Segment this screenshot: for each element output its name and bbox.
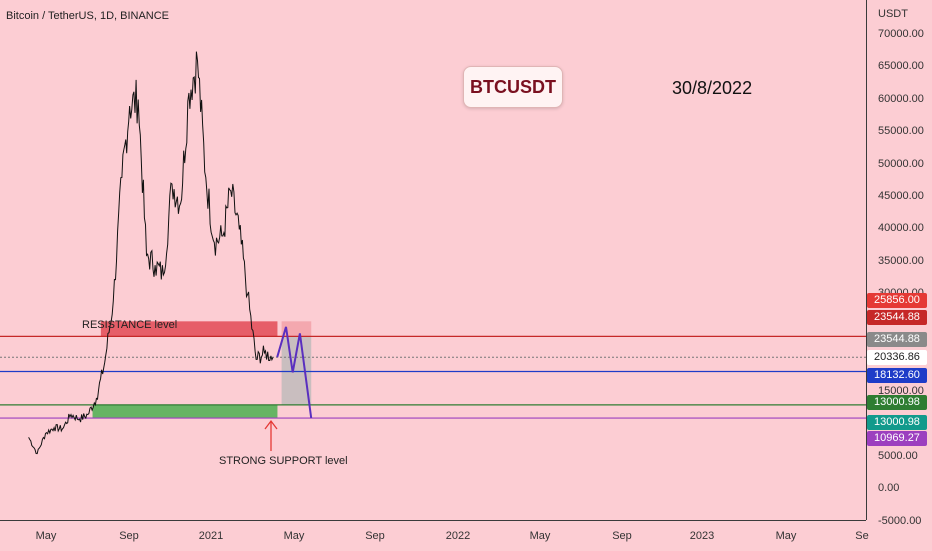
projection-path — [276, 326, 313, 419]
price-tick-label: 50000.00 — [878, 157, 924, 170]
date-label: 30/8/2022 — [672, 78, 753, 98]
time-tick-label: May — [775, 530, 797, 542]
price-tag: 13000.98 — [867, 415, 927, 430]
price-tick-label: 15000.00 — [878, 384, 924, 397]
resistance-zone — [100, 321, 278, 337]
time-tick-label: Sep — [365, 530, 385, 542]
price-tick-label: -5000.00 — [878, 514, 922, 527]
time-tick-label: Sep — [612, 530, 632, 542]
support-zone — [92, 404, 278, 419]
price-tick-label: 60000.00 — [878, 92, 924, 105]
time-tick-label: Se — [855, 530, 869, 542]
time-tick-label: 2022 — [445, 530, 471, 542]
time-tick-label: May — [35, 530, 57, 542]
time-tick-label: May — [529, 530, 551, 542]
price-tag: 25856.00 — [867, 293, 927, 308]
price-axis[interactable] — [866, 0, 932, 520]
price-tag: 13000.98 — [867, 395, 927, 410]
price-tag: 23544.88 — [867, 310, 927, 325]
resistance-label: RESISTANCE level — [82, 319, 178, 331]
price-tag: 18132.60 — [867, 368, 927, 383]
price-tick-label: 45000.00 — [878, 189, 924, 202]
projection-target-box — [281, 336, 312, 405]
support-label: STRONG SUPPORT level — [219, 455, 348, 467]
price-tick-label: 55000.00 — [878, 125, 924, 138]
price-tag: 10969.27 — [867, 431, 927, 446]
price-chart[interactable] — [0, 0, 866, 520]
price-tick-label: 40000.00 — [878, 222, 924, 235]
price-tick-label: 65000.00 — [878, 60, 924, 73]
price-unit: USDT — [878, 8, 908, 20]
price-tag: 20336.86 — [867, 350, 927, 365]
time-tick-label: 2023 — [689, 530, 715, 542]
price-series-line — [28, 51, 274, 455]
price-tick-label: 5000.00 — [878, 449, 918, 462]
projection-risk-box — [281, 321, 312, 337]
price-tick-label: 0.00 — [878, 482, 900, 495]
symbol-badge: BTCUSDT — [463, 66, 563, 108]
support-arrow-head — [264, 419, 278, 430]
time-axis[interactable] — [0, 520, 866, 551]
price-tag: 23544.88 — [867, 332, 927, 347]
time-tick-label: 2021 — [198, 530, 224, 542]
chart-area[interactable]: Bitcoin / TetherUS, 1D, BINANCE BTCUSDT … — [0, 0, 866, 520]
price-tick-label: 70000.00 — [878, 27, 924, 40]
symbol-title: Bitcoin / TetherUS, 1D, BINANCE — [6, 10, 170, 22]
time-tick-label: Sep — [119, 530, 139, 542]
time-tick-label: May — [283, 530, 305, 542]
price-tick-label: 35000.00 — [878, 254, 924, 267]
